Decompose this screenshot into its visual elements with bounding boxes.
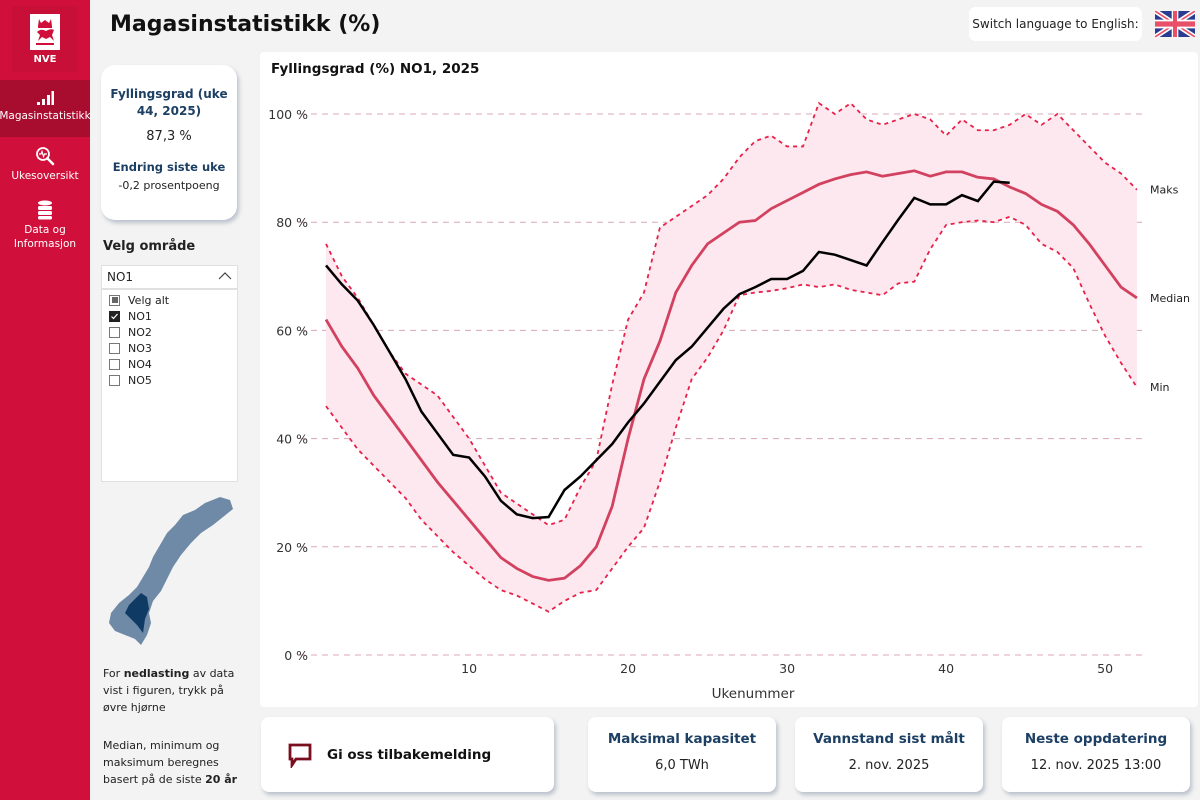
note-text: av data vist i figuren, trykk på øvre hj… — [103, 667, 235, 714]
page-title: Magasinstatistikk (%) — [110, 12, 381, 37]
reservoir-chart[interactable]: 10 20 30 40 50 0 % 20 % 40 % 60 % 80 % 100 % Maks… — [260, 52, 1198, 707]
area-option-no2[interactable]: NO2 — [102, 324, 237, 340]
area-option-no5[interactable]: NO5 — [102, 372, 237, 388]
y-tick-label: 40 % — [276, 432, 308, 447]
capacity-card: Maksimal kapasitet 6,0 TWh — [588, 717, 776, 792]
sidebar-item-label: Magasinstatistikk — [0, 110, 91, 122]
min-line — [325, 215, 1138, 613]
max-line — [325, 101, 1138, 527]
card-title: Neste oppdatering — [1024, 731, 1168, 747]
feedback-button[interactable]: Gi oss tilbakemelding — [261, 717, 554, 792]
download-note: For nedlasting av data vist i figuren, t… — [103, 665, 243, 716]
x-tick-label: 30 — [779, 661, 795, 676]
area-options-list: Velg alt NO1 NO2 NO3 NO4 NO5 — [101, 289, 238, 482]
option-label: NO3 — [128, 341, 152, 355]
card-value: 6,0 TWh — [655, 758, 709, 773]
y-tick-label: 20 % — [276, 540, 308, 555]
area-selector-label: Velg område — [103, 239, 196, 254]
search-pulse-icon — [36, 147, 55, 166]
kpi-value: 87,3 % — [146, 129, 192, 144]
sidebar-item-ukesoversikt[interactable]: Ukesoversikt — [0, 146, 90, 183]
comment-icon — [288, 743, 312, 768]
checkbox-icon[interactable] — [109, 342, 120, 354]
option-label: NO2 — [128, 325, 152, 339]
feedback-label: Gi oss tilbakemelding — [327, 746, 492, 763]
database-icon — [38, 200, 52, 220]
kpi-title: Fyllingsgrad (uke 44, 2025) — [110, 87, 228, 118]
min-label: Min — [1150, 381, 1170, 394]
y-tick-label: 0 % — [284, 648, 308, 663]
card-value: 12. nov. 2025 13:00 — [1030, 758, 1162, 773]
kpi-change-value: -0,2 prosentpoeng — [118, 179, 220, 192]
min-max-band — [326, 103, 1137, 612]
crest-icon — [30, 13, 60, 50]
median-label: Median — [1150, 292, 1190, 305]
sidebar-item-magasinstatistikk[interactable]: Magasinstatistikk — [0, 80, 91, 137]
checkbox-icon[interactable] — [109, 294, 120, 306]
checkbox-checked-icon[interactable] — [109, 310, 120, 322]
bar-chart-icon — [37, 91, 54, 105]
area-option-no4[interactable]: NO4 — [102, 356, 237, 372]
norway-map-icon[interactable] — [105, 495, 235, 645]
logo-text: NVE — [33, 53, 57, 65]
note-text: For — [103, 667, 124, 680]
option-label: NO1 — [128, 309, 152, 323]
note-text: Median, minimum og maksimum beregnes bas… — [103, 739, 220, 786]
option-label: NO4 — [128, 357, 152, 371]
maks-label: Maks — [1150, 184, 1179, 197]
note-bold: nedlasting — [123, 667, 190, 680]
uk-flag-icon[interactable] — [1155, 11, 1195, 37]
card-title: Maksimal kapasitet — [607, 731, 757, 747]
sidebar-item-data-og-informasjon[interactable]: Data og Informasjon — [0, 200, 90, 251]
sidebar-item-label: Ukesoversikt — [11, 170, 79, 182]
card-value: 2. nov. 2025 — [848, 758, 930, 773]
chart-panel: Fyllingsgrad (%) NO1, 2025 10 20 30 40 50 0 … — [260, 52, 1198, 707]
area-dropdown[interactable]: NO1 — [101, 265, 238, 289]
y-tick-label: 80 % — [276, 215, 308, 230]
y-tick-label: 100 % — [268, 107, 308, 122]
x-tick-label: 10 — [461, 661, 477, 676]
current-year-line — [325, 180, 1010, 520]
sidebar: NVE Magasinstatistikk Ukesoversikt Data … — [0, 0, 91, 800]
option-label: NO5 — [128, 373, 152, 387]
y-tick-label: 60 % — [276, 323, 308, 338]
last-measured-card: Vannstand sist målt 2. nov. 2025 — [795, 717, 983, 792]
area-dropdown-value: NO1 — [107, 270, 134, 284]
checkbox-icon[interactable] — [109, 358, 120, 370]
nve-logo[interactable]: NVE — [12, 6, 78, 72]
note-bold: 20 år — [205, 773, 238, 786]
area-option-velg-alt[interactable]: Velg alt — [102, 292, 237, 308]
area-option-no3[interactable]: NO3 — [102, 340, 237, 356]
x-tick-label: 40 — [938, 661, 954, 676]
area-option-no1[interactable]: NO1 — [102, 308, 237, 324]
chart-title: Fyllingsgrad (%) NO1, 2025 — [271, 61, 480, 77]
checkbox-icon[interactable] — [109, 326, 120, 338]
checkbox-icon[interactable] — [109, 374, 120, 386]
fill-level-card: Fyllingsgrad (uke 44, 2025) 87,3 % Endri… — [101, 65, 237, 220]
card-title: Vannstand sist målt — [813, 731, 965, 747]
option-label: Velg alt — [128, 293, 170, 307]
statistics-basis-note: Median, minimum og maksimum beregnes bas… — [103, 737, 243, 788]
switch-language-button[interactable]: Switch language to English: — [969, 7, 1142, 41]
x-axis-label: Ukenummer — [712, 686, 795, 702]
kpi-change-title: Endring siste uke — [112, 160, 226, 174]
next-update-card: Neste oppdatering 12. nov. 2025 13:00 — [1002, 717, 1190, 792]
sidebar-item-label: Data og Informasjon — [13, 224, 77, 250]
chevron-up-icon[interactable] — [218, 270, 232, 282]
x-tick-label: 20 — [620, 661, 636, 676]
x-tick-label: 50 — [1097, 661, 1113, 676]
